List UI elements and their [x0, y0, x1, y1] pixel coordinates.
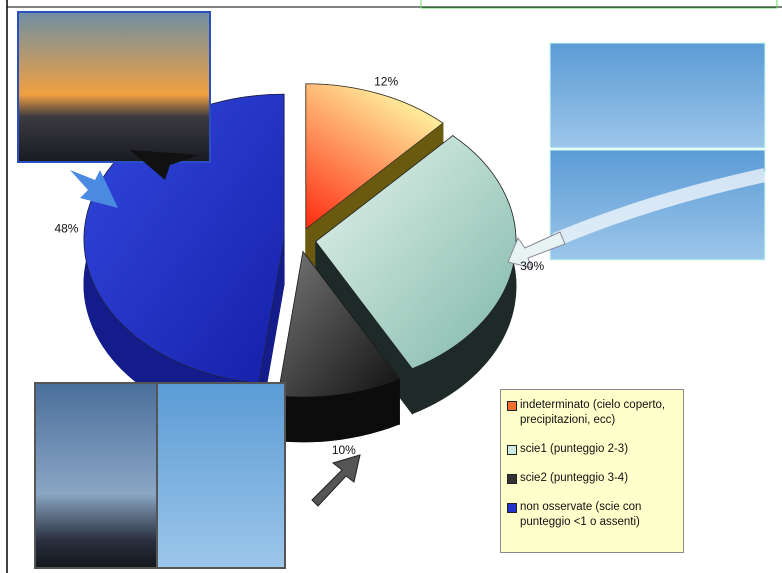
photo-detail [552, 168, 767, 247]
pie [83, 83, 517, 443]
arrow [507, 231, 566, 269]
pie-tops [83, 83, 517, 398]
arrow [70, 170, 118, 208]
data-label: 10% [332, 443, 356, 457]
data-label: 30% [520, 259, 544, 273]
legend-swatch [507, 445, 517, 455]
slice [305, 83, 444, 230]
legend-label: scie2 (punteggio 3-4) [520, 472, 629, 484]
legend-item: scie2 (punteggio 3-4) [507, 471, 677, 486]
legend: indeterminato (cielo coperto, precipitaz… [500, 389, 684, 553]
data-label: 48% [54, 222, 78, 236]
photo [17, 11, 211, 163]
legend-label: non osservate (scie con punteggio <1 o a… [520, 501, 642, 528]
legend-item: scie1 (punteggio 2-3) [507, 442, 677, 457]
legend-swatch [507, 401, 517, 411]
photo [549, 42, 766, 149]
data-label: 12% [374, 74, 398, 88]
legend-item: non osservate (scie con punteggio <1 o a… [507, 500, 677, 530]
legend-label: scie1 (punteggio 2-3) [520, 443, 629, 455]
legend-item: indeterminato (cielo coperto, precipitaz… [507, 398, 677, 428]
arrow [311, 454, 361, 507]
legend-swatch [507, 474, 517, 484]
frame-box [420, 0, 778, 9]
legend-swatch [507, 503, 517, 513]
photo [156, 382, 286, 569]
legend-label: indeterminato (cielo coperto, precipitaz… [520, 399, 666, 426]
photo-detail [130, 150, 200, 180]
photo [34, 382, 158, 569]
